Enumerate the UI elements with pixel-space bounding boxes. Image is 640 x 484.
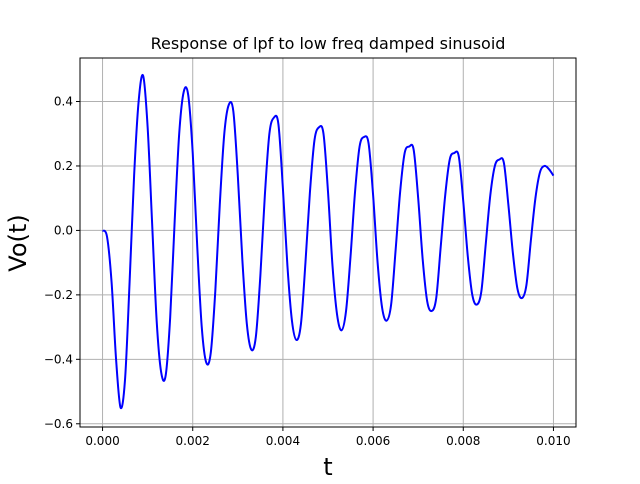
y-axis-label: Vo(t) — [4, 214, 32, 271]
plot-frame — [79, 57, 577, 428]
y-tick-label: 0.4 — [54, 95, 73, 109]
x-tick-label: 0.008 — [446, 434, 480, 448]
y-tick-label: −0.4 — [44, 352, 73, 366]
x-tick-label: 0.000 — [85, 434, 119, 448]
series-line — [101, 73, 555, 410]
x-tick-label: 0.002 — [176, 434, 210, 448]
x-axis-label: t — [323, 453, 332, 480]
grid — [80, 58, 576, 427]
y-tick-label: 0.2 — [54, 159, 73, 173]
plot-area — [101, 73, 555, 410]
x-tick-label: 0.004 — [266, 434, 300, 448]
y-tick-label: −0.6 — [44, 417, 73, 431]
y-tick-label: −0.2 — [44, 288, 73, 302]
x-axis-ticks: 0.000 0.002 0.004 0.006 0.008 0.010 — [85, 427, 571, 448]
y-axis-ticks: −0.6 −0.4 −0.2 0.0 0.2 0.4 — [44, 95, 80, 431]
x-tick-label: 0.010 — [536, 434, 570, 448]
chart-title: Response of lpf to low freq damped sinus… — [151, 34, 506, 53]
y-tick-label: 0.0 — [54, 223, 73, 237]
x-tick-label: 0.006 — [356, 434, 390, 448]
